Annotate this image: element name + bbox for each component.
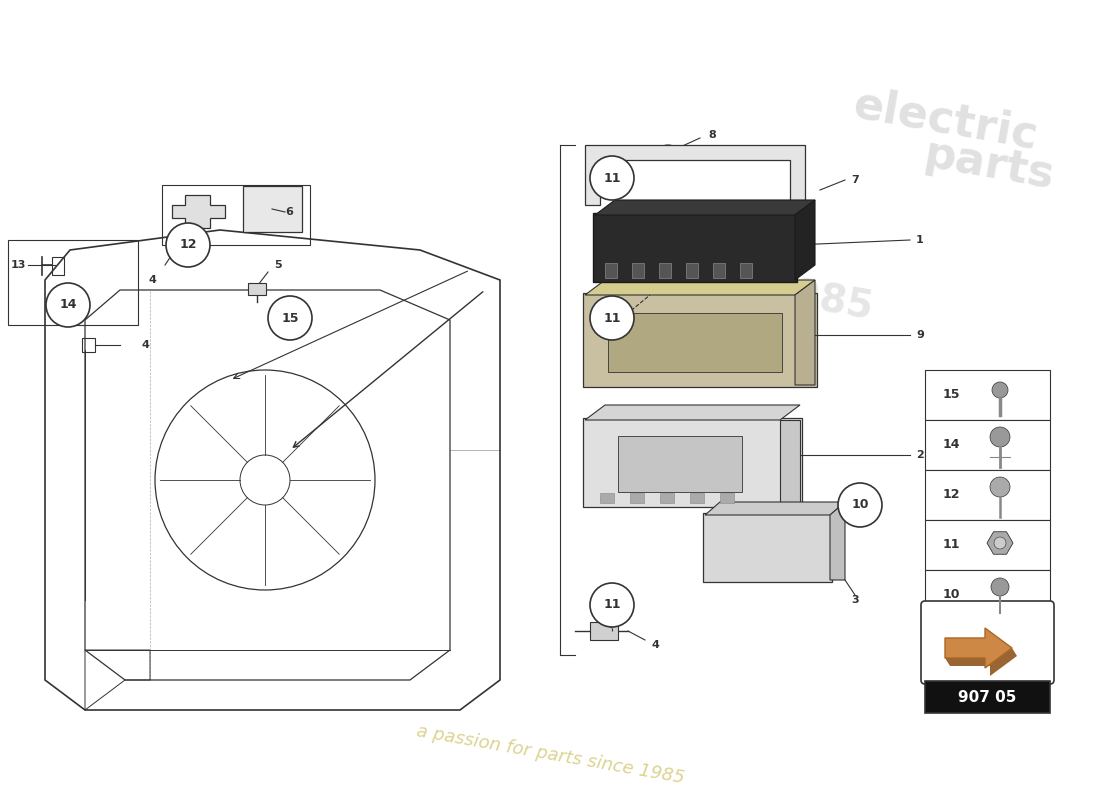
Polygon shape bbox=[795, 200, 815, 280]
FancyBboxPatch shape bbox=[921, 601, 1054, 684]
Text: electric: electric bbox=[850, 82, 1042, 158]
Bar bbox=[925, 370, 1050, 420]
Text: 11: 11 bbox=[603, 171, 620, 185]
Circle shape bbox=[590, 583, 634, 627]
Circle shape bbox=[838, 483, 882, 527]
Text: parts: parts bbox=[920, 132, 1057, 198]
Bar bbox=[632, 263, 644, 278]
Text: 15: 15 bbox=[943, 389, 960, 402]
Text: 2: 2 bbox=[916, 450, 924, 460]
Text: 11: 11 bbox=[603, 311, 620, 325]
Text: 8: 8 bbox=[708, 130, 716, 140]
FancyBboxPatch shape bbox=[608, 313, 782, 372]
Text: 907 05: 907 05 bbox=[958, 690, 1016, 705]
Circle shape bbox=[992, 382, 1008, 398]
Text: 13: 13 bbox=[10, 260, 25, 270]
Bar bbox=[686, 263, 698, 278]
Polygon shape bbox=[585, 145, 805, 205]
Text: 3: 3 bbox=[851, 595, 859, 605]
Polygon shape bbox=[585, 405, 800, 420]
Text: 14: 14 bbox=[943, 438, 960, 451]
Text: 12: 12 bbox=[179, 238, 197, 251]
Text: 7: 7 bbox=[851, 175, 859, 185]
Bar bbox=[720, 493, 734, 503]
Text: 10: 10 bbox=[943, 589, 960, 602]
Text: 14: 14 bbox=[59, 298, 77, 311]
Text: 4: 4 bbox=[148, 275, 156, 285]
Circle shape bbox=[590, 296, 634, 340]
FancyBboxPatch shape bbox=[583, 418, 802, 507]
Circle shape bbox=[990, 427, 1010, 447]
Polygon shape bbox=[987, 532, 1013, 554]
Polygon shape bbox=[780, 420, 800, 505]
FancyBboxPatch shape bbox=[925, 681, 1050, 713]
Bar bbox=[925, 420, 1050, 470]
Text: 1985: 1985 bbox=[763, 272, 877, 328]
FancyBboxPatch shape bbox=[593, 213, 798, 282]
Polygon shape bbox=[705, 502, 845, 515]
Text: 6: 6 bbox=[285, 207, 293, 217]
FancyBboxPatch shape bbox=[618, 436, 742, 492]
Text: 4: 4 bbox=[651, 640, 659, 650]
FancyBboxPatch shape bbox=[590, 622, 618, 640]
Circle shape bbox=[590, 156, 634, 200]
Bar bbox=[630, 493, 644, 503]
Text: 11: 11 bbox=[943, 538, 960, 551]
Circle shape bbox=[991, 578, 1009, 596]
FancyBboxPatch shape bbox=[703, 513, 832, 582]
Ellipse shape bbox=[659, 145, 676, 155]
Polygon shape bbox=[585, 280, 815, 295]
Bar bbox=[925, 470, 1050, 520]
Bar bbox=[660, 493, 674, 503]
Text: 4: 4 bbox=[141, 340, 149, 350]
Polygon shape bbox=[595, 200, 815, 215]
Circle shape bbox=[994, 537, 1006, 549]
Bar bbox=[690, 493, 704, 503]
Text: 9: 9 bbox=[916, 330, 924, 340]
Circle shape bbox=[990, 477, 1010, 497]
Bar bbox=[605, 263, 617, 278]
Polygon shape bbox=[795, 280, 815, 385]
Text: 15: 15 bbox=[282, 311, 299, 325]
Bar bbox=[925, 520, 1050, 570]
Circle shape bbox=[46, 283, 90, 327]
Text: 11: 11 bbox=[603, 598, 620, 611]
Polygon shape bbox=[830, 502, 845, 580]
Bar bbox=[659, 263, 671, 278]
Text: 1: 1 bbox=[916, 235, 924, 245]
Circle shape bbox=[268, 296, 312, 340]
FancyBboxPatch shape bbox=[248, 283, 266, 295]
Text: 12: 12 bbox=[943, 489, 960, 502]
Bar bbox=[740, 263, 752, 278]
Polygon shape bbox=[172, 195, 225, 228]
Text: 10: 10 bbox=[851, 498, 869, 511]
Polygon shape bbox=[945, 648, 1018, 676]
Text: 5: 5 bbox=[274, 260, 282, 270]
Bar bbox=[713, 263, 725, 278]
Bar bbox=[600, 493, 614, 503]
FancyBboxPatch shape bbox=[583, 293, 817, 387]
Text: a passion for parts since 1985: a passion for parts since 1985 bbox=[415, 722, 685, 787]
FancyBboxPatch shape bbox=[243, 186, 302, 232]
Bar bbox=[925, 570, 1050, 620]
Polygon shape bbox=[945, 628, 1012, 668]
Circle shape bbox=[166, 223, 210, 267]
